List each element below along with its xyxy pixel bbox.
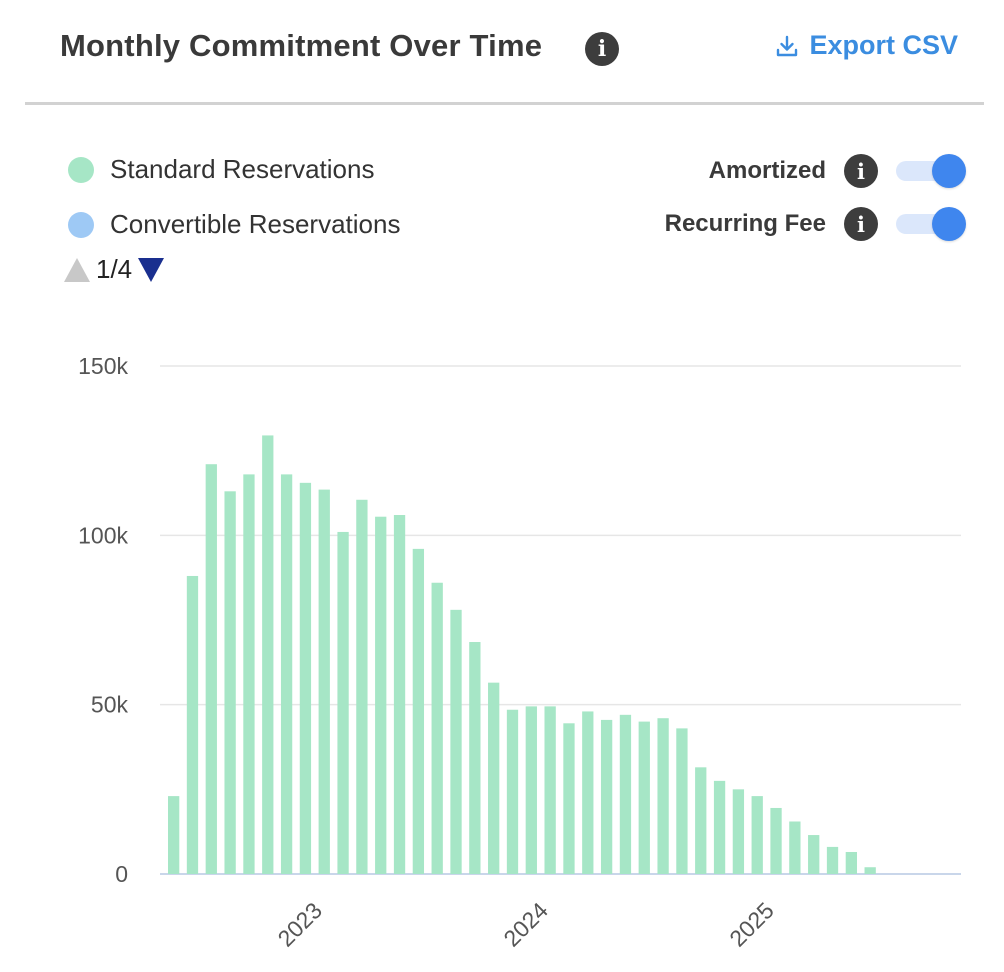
bar-standard[interactable] xyxy=(243,474,255,874)
info-icon[interactable]: i xyxy=(844,154,878,188)
bar-standard[interactable] xyxy=(393,515,406,874)
legend-item-convertible[interactable]: Convertible Reservations xyxy=(68,209,400,240)
bar-standard[interactable] xyxy=(808,835,820,874)
bar-standard[interactable] xyxy=(186,575,199,874)
x-tick-label: 2024 xyxy=(498,897,553,952)
bar-standard[interactable] xyxy=(751,796,763,874)
bar-standard[interactable] xyxy=(262,435,274,874)
info-icon[interactable]: i xyxy=(585,32,619,66)
bar-standard[interactable] xyxy=(431,582,443,874)
bar-standard[interactable] xyxy=(356,499,368,874)
download-icon xyxy=(777,35,798,56)
amortized-toggle-row: Amortized i xyxy=(709,154,966,188)
chart-header: Monthly Commitment Over Time i Export CS… xyxy=(0,0,1004,104)
legend-item-standard[interactable]: Standard Reservations xyxy=(68,154,374,185)
info-icon[interactable]: i xyxy=(844,207,878,241)
y-tick-label: 50k xyxy=(91,692,129,718)
legend-pager: 1/4 xyxy=(64,254,165,285)
bar-standard[interactable] xyxy=(657,718,669,874)
y-tick-label: 0 xyxy=(115,861,128,887)
page-title: Monthly Commitment Over Time xyxy=(60,28,543,63)
legend-page-indicator: 1/4 xyxy=(96,254,133,284)
bar-standard[interactable] xyxy=(563,723,575,874)
bar-standard[interactable] xyxy=(713,780,726,874)
bar-standard[interactable] xyxy=(318,489,330,874)
toggle-knob xyxy=(932,207,966,241)
page-up-arrow-icon[interactable] xyxy=(64,257,90,282)
bar-standard[interactable] xyxy=(469,642,481,874)
legend-label: Standard Reservations xyxy=(110,154,375,184)
export-csv-button[interactable]: Export CSV xyxy=(775,30,958,61)
monthly-commitment-chart: 0 50k 100k 150k 2023 2024 2025 xyxy=(78,353,961,952)
bar-standard[interactable] xyxy=(205,464,217,874)
bar-standard[interactable] xyxy=(506,709,519,874)
bar-standard[interactable] xyxy=(845,851,857,874)
bar-standard[interactable] xyxy=(224,491,236,874)
bar-standard[interactable] xyxy=(619,714,632,874)
bar-standard[interactable] xyxy=(582,711,594,874)
bar-standard[interactable] xyxy=(638,721,650,874)
recurring-fee-toggle-row: Recurring Fee i xyxy=(665,207,966,241)
bar-standard[interactable] xyxy=(375,516,387,874)
toggle-knob xyxy=(932,154,966,188)
legend-dot-standard xyxy=(68,156,94,183)
bar-standard[interactable] xyxy=(732,789,745,874)
bar-standard[interactable] xyxy=(280,474,293,874)
bar-standard[interactable] xyxy=(695,767,707,874)
page-down-arrow-icon[interactable] xyxy=(138,257,165,282)
legend-dot-convertible xyxy=(68,211,94,238)
bar-standard[interactable] xyxy=(412,548,425,874)
bar-standard[interactable] xyxy=(488,682,500,874)
x-tick-label: 2023 xyxy=(272,897,327,952)
y-tick-label: 150k xyxy=(78,353,128,379)
header-divider xyxy=(25,102,984,105)
amortized-label: Amortized xyxy=(708,157,826,184)
bar-standard[interactable] xyxy=(826,846,839,874)
bar-standard[interactable] xyxy=(864,867,876,874)
bar-standard[interactable] xyxy=(525,706,537,874)
amortized-toggle[interactable] xyxy=(896,154,966,188)
bar-standard[interactable] xyxy=(544,706,556,874)
bar-standard[interactable] xyxy=(168,796,180,874)
bar-standard[interactable] xyxy=(450,609,462,874)
x-tick-label: 2025 xyxy=(724,897,779,952)
recurring-fee-label: Recurring Fee xyxy=(664,210,826,237)
export-csv-label: Export CSV xyxy=(809,30,958,60)
bar-standard[interactable] xyxy=(299,482,312,874)
y-tick-label: 100k xyxy=(78,522,128,548)
bar-standard[interactable] xyxy=(789,821,801,874)
bar-standard[interactable] xyxy=(770,807,782,874)
bar-standard[interactable] xyxy=(600,719,613,874)
bar-standard[interactable] xyxy=(337,531,349,874)
bar-standard[interactable] xyxy=(676,728,688,874)
legend-label: Convertible Reservations xyxy=(110,209,401,239)
recurring-fee-toggle[interactable] xyxy=(896,207,966,241)
